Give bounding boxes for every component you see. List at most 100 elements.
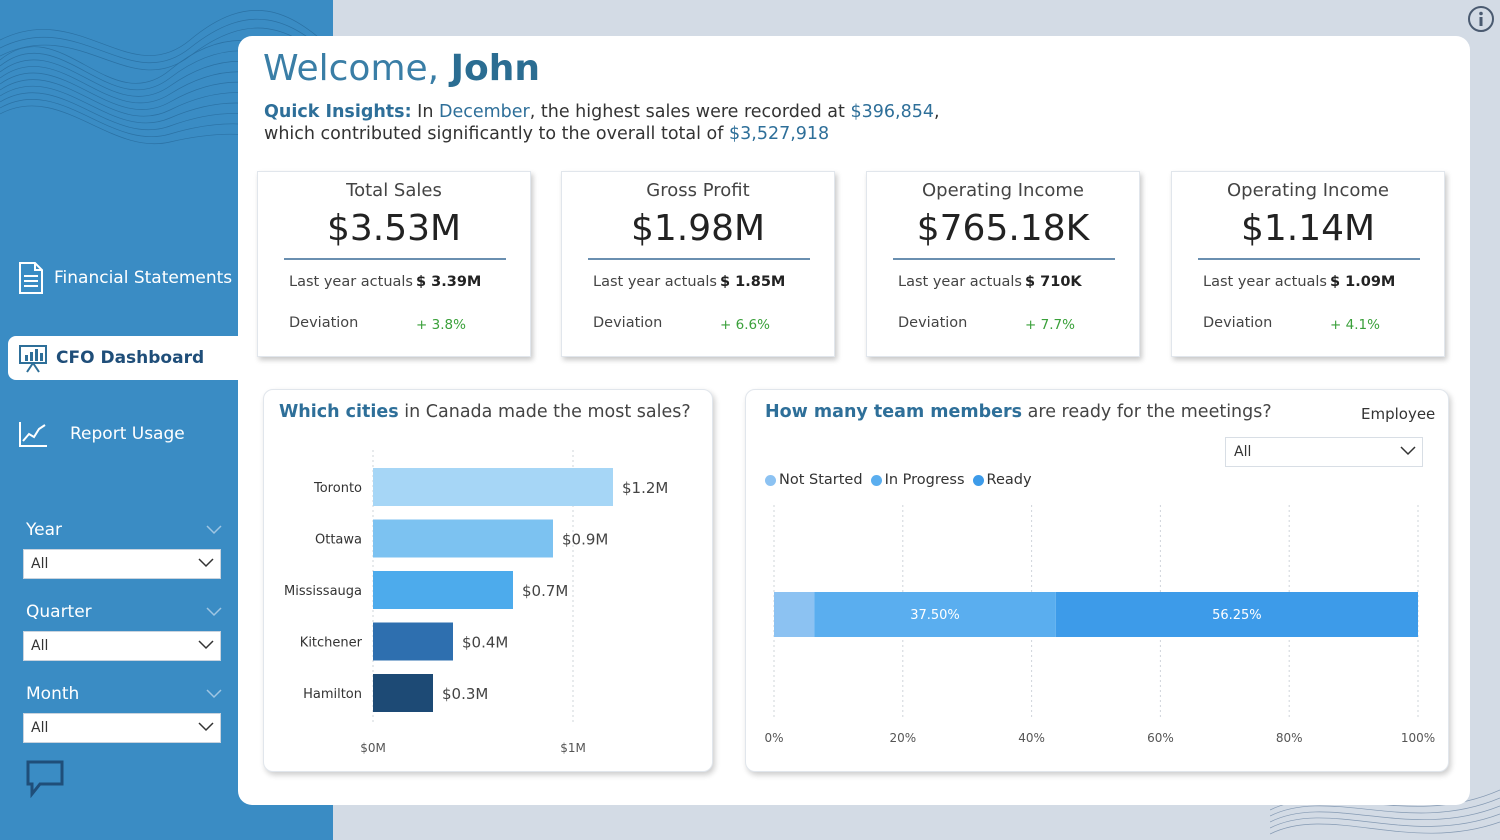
x-tick-label: 0%: [764, 731, 783, 745]
chevron-down-icon[interactable]: [206, 602, 222, 622]
chat-icon[interactable]: [26, 760, 64, 799]
legend-dot: [870, 474, 882, 486]
kpi-divider: [284, 258, 506, 260]
quarter-filter-label: Quarter: [26, 602, 222, 622]
month-filter-label: Month: [26, 684, 222, 704]
insights-label: Quick Insights:: [264, 102, 412, 122]
bar-kitchener: [373, 622, 453, 661]
kpi-last-year-value: $ 710K: [1025, 274, 1082, 290]
kpi-divider: [1198, 258, 1420, 260]
kpi-card-operating-income[interactable]: Operating Income $765.18K Last year actu…: [866, 171, 1140, 357]
kpi-value: $3.53M: [326, 208, 462, 249]
kpi-card-total-sales[interactable]: Total Sales $3.53M Last year actuals $ 3…: [257, 171, 531, 357]
kpi-last-year-value: $ 1.09M: [1330, 274, 1396, 290]
insights-text: which contributed significantly to the o…: [264, 124, 729, 144]
team-stacked-bar-chart[interactable]: 0% 20% 40% 60% 80% 100% 37.50% 56.25%: [745, 495, 1449, 760]
category-label: Hamilton: [303, 687, 362, 702]
legend-item-not-started[interactable]: Not Started: [765, 472, 863, 488]
kpi-divider: [588, 258, 810, 260]
kpi-deviation-value: + 3.8%: [416, 317, 466, 333]
segment-ready: [1055, 592, 1418, 637]
insights-top-value: $396,854: [850, 102, 934, 122]
title-rest: in Canada made the most sales?: [398, 402, 691, 422]
legend-dot: [765, 474, 776, 486]
kpi-deviation-value: + 7.7%: [1025, 317, 1075, 333]
month-select[interactable]: All: [23, 713, 221, 743]
kpi-divider: [893, 258, 1115, 260]
nav-report-usage[interactable]: Report Usage: [18, 414, 185, 454]
quarter-value: All: [31, 638, 49, 654]
legend-item-ready[interactable]: Ready: [972, 472, 1032, 488]
kpi-title: Operating Income: [1227, 180, 1389, 201]
insights-total-value: $3,527,918: [728, 124, 830, 144]
kpi-deviation-label: Deviation: [593, 315, 663, 331]
nav-label: CFO Dashboard: [56, 348, 205, 368]
x-tick-label: 20%: [889, 731, 916, 745]
bar-toronto: [373, 468, 613, 506]
kpi-deviation-value: + 6.6%: [720, 317, 770, 333]
chevron-down-icon[interactable]: [206, 520, 222, 540]
chevron-down-icon[interactable]: [206, 684, 222, 704]
quick-insights: Quick Insights: In December, the highest…: [264, 101, 940, 145]
kpi-value: $1.14M: [1240, 208, 1376, 249]
quarter-label: Quarter: [26, 602, 92, 622]
month-label: Month: [26, 684, 80, 704]
welcome-prefix: Welcome,: [263, 48, 440, 89]
team-chart-legend: Not Started In Progress Ready: [765, 472, 1040, 488]
chevron-down-icon: [198, 556, 214, 572]
presentation-icon: [18, 341, 48, 375]
team-chart-title: How many team members are ready for the …: [765, 402, 1272, 422]
kpi-title: Total Sales: [346, 180, 442, 201]
cities-chart-title: Which cities in Canada made the most sal…: [279, 402, 691, 422]
year-select[interactable]: All: [23, 549, 221, 579]
data-label: $0.9M: [562, 531, 608, 549]
legend-label: Ready: [986, 472, 1032, 488]
kpi-card-operating-income-2[interactable]: Operating Income $1.14M Last year actual…: [1171, 171, 1445, 357]
month-value: All: [31, 720, 49, 736]
kpi-last-year-label: Last year actuals: [593, 274, 717, 290]
legend-label: In Progress: [884, 472, 965, 488]
kpi-value: $765.18K: [916, 208, 1090, 249]
kpi-last-year-label: Last year actuals: [898, 274, 1022, 290]
cities-bar-chart[interactable]: $0M $1M Toronto $1.2M Ottawa $0.9M Mississauga…: [263, 440, 713, 765]
kpi-card-gross-profit[interactable]: Gross Profit $1.98M Last year actuals $ …: [561, 171, 835, 357]
chevron-down-icon: [198, 638, 214, 654]
legend-item-in-progress[interactable]: In Progress: [870, 472, 965, 488]
chevron-down-icon: [198, 720, 214, 736]
x-tick-label: 80%: [1276, 731, 1303, 745]
segment-in-progress: [814, 592, 1056, 637]
x-tick-label: $1M: [560, 741, 586, 755]
category-label: Mississauga: [284, 584, 362, 599]
nav-cfo-dashboard[interactable]: CFO Dashboard: [8, 336, 248, 380]
data-label: 37.50%: [910, 608, 960, 623]
document-icon: [16, 261, 46, 295]
nav-label: Financial Statements: [54, 268, 233, 288]
bar-ottawa: [373, 519, 553, 558]
insights-month: December: [438, 102, 530, 122]
kpi-last-year-label: Last year actuals: [1203, 274, 1327, 290]
legend-dot: [972, 474, 984, 486]
kpi-value: $1.98M: [630, 208, 766, 249]
insights-text: In: [411, 102, 439, 122]
title-rest: are ready for the meetings?: [1022, 402, 1272, 422]
quarter-select[interactable]: All: [23, 631, 221, 661]
employee-filter-label: Employee: [1361, 405, 1436, 423]
kpi-last-year-label: Last year actuals: [289, 274, 413, 290]
page-title: Welcome, John: [263, 48, 540, 89]
data-label: $0.3M: [442, 685, 488, 703]
employee-select[interactable]: All: [1225, 437, 1423, 467]
data-label: $0.7M: [522, 582, 568, 600]
x-tick-label: 60%: [1147, 731, 1174, 745]
data-label: $1.2M: [622, 479, 668, 497]
x-tick-label: 100%: [1401, 731, 1435, 745]
insights-text: , the highest sales were recorded at: [529, 102, 851, 122]
data-label: 56.25%: [1212, 608, 1262, 623]
info-icon[interactable]: [1467, 5, 1495, 33]
kpi-last-year-value: $ 3.39M: [416, 274, 482, 290]
kpi-deviation-label: Deviation: [1203, 315, 1273, 331]
legend-label: Not Started: [779, 472, 863, 488]
nav-financial-statements[interactable]: Financial Statements: [16, 258, 232, 298]
bar-hamilton: [373, 674, 433, 712]
kpi-title: Operating Income: [922, 180, 1084, 201]
title-bold: Which cities: [279, 402, 399, 422]
